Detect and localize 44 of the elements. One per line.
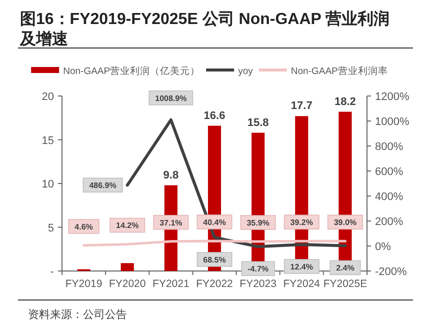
y2-tick-label: 1200% (375, 91, 410, 103)
data-label: 35.9% (246, 218, 270, 228)
x-tick-label: FY2022 (196, 278, 234, 290)
y-tick-label: 15 (42, 134, 54, 147)
data-label: 9.8 (163, 169, 179, 182)
y-tick-label: - (50, 266, 54, 278)
data-label: 4.6% (74, 222, 93, 232)
y2-tick-label: 800% (375, 141, 404, 153)
x-tick-label: FY2020 (108, 278, 146, 290)
data-label: 39.0% (334, 218, 357, 228)
data-label: 16.6 (204, 110, 226, 122)
data-label: 486.9% (89, 181, 116, 190)
legend-label: Non-GAAP营业利润率 (290, 65, 388, 77)
data-label: 2.4% (336, 264, 354, 273)
text: 资料来源：公司公告 (28, 308, 127, 321)
data-label: 40.4% (203, 218, 226, 227)
x-tick-label: FY2023 (240, 278, 277, 290)
data-label: 68.5% (203, 255, 226, 264)
data-label: -4.7% (248, 264, 269, 274)
data-label: 18.2 (334, 96, 356, 108)
y2-tick-label: 200% (375, 216, 404, 228)
data-label: 15.8 (247, 116, 269, 129)
x-tick-label: FY2025E (323, 278, 368, 290)
y-tick-label: 20 (42, 91, 54, 103)
data-label: 14.2% (116, 221, 139, 230)
legend-label: yoy (238, 66, 254, 77)
x-tick-label: FY2021 (152, 278, 190, 290)
x-tick-label: FY2024 (283, 278, 320, 290)
y2-tick-label: 1000% (375, 116, 410, 128)
data-label: 17.7 (290, 100, 312, 112)
y2-tick-label: -200% (375, 266, 408, 278)
y2-tick-label: 400% (375, 191, 404, 203)
data-label: 1008.9% (155, 94, 187, 103)
y2-tick-label: 0% (375, 241, 392, 253)
y-tick-label: 10 (42, 178, 54, 190)
x-tick-label: FY2019 (65, 278, 102, 290)
y2-tick-label: 600% (375, 166, 404, 178)
bar (120, 263, 134, 271)
data-label: 39.2% (290, 218, 313, 228)
data-label: 12.4% (290, 262, 313, 272)
chart-title: 图16：FY2019-FY2025E 公司 Non-GAAP 营业利润及增速 (19, 10, 390, 48)
y-tick-label: 5 (48, 222, 54, 234)
data-label: 37.1% (160, 218, 182, 228)
legend-label: Non-GAAP营业利润（亿美元） (63, 65, 200, 77)
